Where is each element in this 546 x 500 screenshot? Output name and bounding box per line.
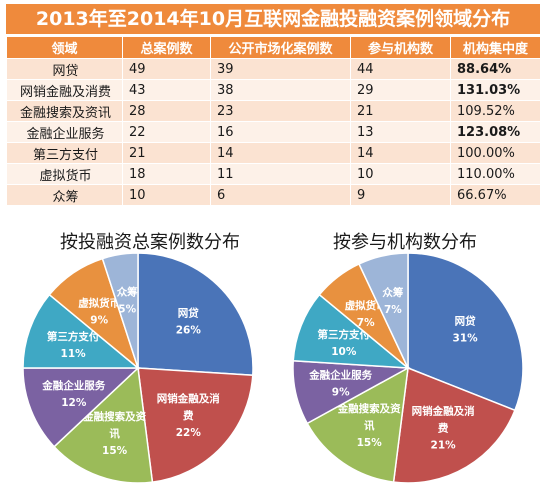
pie-slice <box>407 252 524 412</box>
cell-total-cases: 21 <box>122 142 211 164</box>
pie-slice <box>101 252 139 369</box>
stats-table: 领域 总案例数 公开市场化案例数 参与机构数 机构集中度 网贷 49 39 44 88.… <box>6 36 541 206</box>
cell-concentration: 100.00% <box>450 142 541 164</box>
pie-slice-label: 虚拟货币 9% <box>78 296 120 326</box>
cell-institutions: 14 <box>350 142 451 164</box>
pie-slice-label: 网贷 31% <box>453 315 479 345</box>
cell-concentration: 88.64% <box>450 58 541 80</box>
cell-institutions: 13 <box>350 121 451 143</box>
cell-concentration: 66.67% <box>450 184 541 206</box>
cell-institutions: 44 <box>350 58 451 80</box>
cell-total-cases: 22 <box>122 121 211 143</box>
cell-concentration: 110.00% <box>450 163 541 185</box>
cell-domain: 金融企业服务 <box>6 121 123 143</box>
cell-domain: 众筹 <box>6 184 123 206</box>
pie-slice-label: 金融搜索及资讯 15% <box>82 410 146 457</box>
cell-concentration: 123.08% <box>450 121 541 143</box>
cell-institutions: 10 <box>350 163 451 185</box>
header-domain: 领域 <box>6 36 123 59</box>
cell-institutions: 21 <box>350 100 451 122</box>
cell-total-cases: 49 <box>122 58 211 80</box>
pie-slice-label: 网销金融及消费 22% <box>157 392 220 439</box>
pie-slice-label: 金融搜索及资讯 15% <box>337 402 401 449</box>
cell-concentration: 131.03% <box>450 79 541 101</box>
header-concentration: 机构集中度 <box>450 36 541 59</box>
pie-slice-label: 众筹 7% <box>382 286 403 316</box>
pie-slice-label: 第三方支付 10% <box>318 328 371 358</box>
cell-public-cases: 11 <box>210 163 351 185</box>
table-header-row: 领域 总案例数 公开市场化案例数 参与机构数 机构集中度 <box>6 36 541 59</box>
pie-slice-label: 网贷 26% <box>176 306 202 336</box>
pie-slice <box>292 293 411 369</box>
header-public-cases: 公开市场化案例数 <box>210 36 351 59</box>
header-institutions: 参与机构数 <box>350 36 451 59</box>
pie-slice-label: 金融企业服务 12% <box>41 379 105 409</box>
pie-slice-label: 网销金融及消费 21% <box>412 404 475 451</box>
cell-total-cases: 18 <box>122 163 211 185</box>
pie-slice <box>392 366 516 484</box>
cell-domain: 虚拟货币 <box>6 163 123 185</box>
cell-total-cases: 43 <box>122 79 211 101</box>
pie-slice <box>22 293 141 369</box>
pie-slice-label: 第三方支付 11% <box>47 330 100 360</box>
cell-public-cases: 14 <box>210 142 351 164</box>
cell-public-cases: 39 <box>210 58 351 80</box>
header-total-cases: 总案例数 <box>122 36 211 59</box>
pie-slice <box>306 366 409 483</box>
table-row: 金融企业服务 22 16 13 123.08% <box>6 121 541 143</box>
cell-public-cases: 23 <box>210 100 351 122</box>
pie-title-total-cases: 按投融资总案例数分布 <box>60 232 240 253</box>
pie-slice-label: 众筹 5% <box>117 285 138 315</box>
pie-slice <box>137 252 254 377</box>
table-row: 众筹 10 6 9 66.67% <box>6 184 541 206</box>
cell-institutions: 29 <box>350 79 451 101</box>
table-row: 金融搜索及资讯 28 23 21 109.52% <box>6 100 541 122</box>
cell-public-cases: 16 <box>210 121 351 143</box>
pie-slice <box>53 366 154 484</box>
pie-slice <box>358 252 409 369</box>
pie-title-institutions: 按参与机构数分布 <box>333 232 477 253</box>
cell-domain: 网贷 <box>6 58 123 80</box>
table-row: 虚拟货币 18 11 10 110.00% <box>6 163 541 185</box>
pie-slice <box>137 367 254 483</box>
cell-total-cases: 10 <box>122 184 211 206</box>
pie-slice <box>22 367 140 448</box>
cell-public-cases: 6 <box>210 184 351 206</box>
table-row: 网贷 49 39 44 88.64% <box>6 58 541 80</box>
cell-institutions: 9 <box>350 184 451 206</box>
cell-domain: 第三方支付 <box>6 142 123 164</box>
table-row: 第三方支付 21 14 14 100.00% <box>6 142 541 164</box>
pie-chart-institutions: 网贷 31% 网销金融及消费 21%金融搜索及资讯 15%金融企业服务 9% 第三方支付 10… <box>292 252 524 484</box>
cell-domain: 网销金融及消费 <box>6 79 123 101</box>
chart-title: 2013年至2014年10月互联网金融投融资案例领域分布 <box>6 4 540 34</box>
cell-public-cases: 38 <box>210 79 351 101</box>
pie-slice-label: 金融企业服务 9% <box>308 369 372 399</box>
pie-slice-label: 虚拟货币 7% <box>345 299 387 329</box>
table-row: 网销金融及消费 43 38 29 131.03% <box>6 79 541 101</box>
cell-concentration: 109.52% <box>450 100 541 122</box>
pie-chart-total-cases: 网贷 26% 网销金融及消费 22%金融搜索及资讯 15%金融企业服务 12% 第三方支付 1… <box>22 252 254 484</box>
cell-domain: 金融搜索及资讯 <box>6 100 123 122</box>
cell-total-cases: 28 <box>122 100 211 122</box>
